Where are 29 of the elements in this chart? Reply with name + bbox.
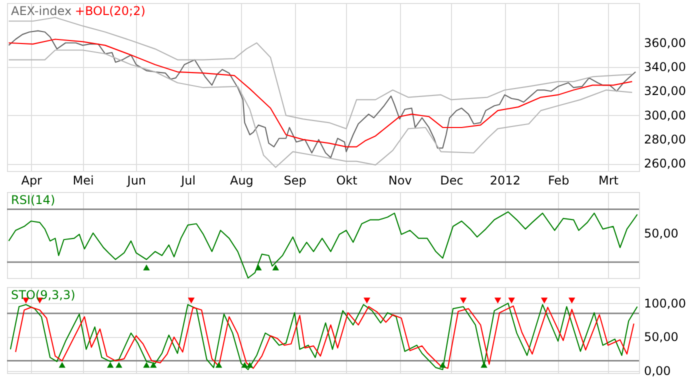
x-tick-label: Okt <box>336 174 358 188</box>
y-tick-label: 50,00 <box>644 330 678 344</box>
x-tick-label: Mei <box>72 174 94 188</box>
line-series <box>8 30 636 158</box>
x-tick-label: Jul <box>180 174 196 188</box>
series-label: STO(9,3,3) <box>11 288 76 302</box>
x-tick-label: Aug <box>230 174 254 188</box>
x-tick-label: Feb <box>548 174 570 188</box>
y-tick-label: 320,00 <box>644 84 686 98</box>
line-series <box>8 16 633 130</box>
y-tick-label: 360,00 <box>644 36 686 50</box>
x-tick-label: Jun <box>126 174 146 188</box>
line-series <box>8 50 633 168</box>
line-series <box>8 38 633 148</box>
series-label: RSI(14) <box>11 193 56 207</box>
x-tick-label: Sep <box>284 174 306 188</box>
x-tick-label: Mrt <box>598 174 619 188</box>
series-label: +BOL(20;2) <box>74 4 146 18</box>
x-tick-label: 2012 <box>490 174 520 188</box>
y-tick-label: 260,00 <box>644 156 686 171</box>
y-tick-label: 280,00 <box>644 132 686 147</box>
y-tick-label: 300,00 <box>644 108 686 122</box>
y-tick-label: 100,00 <box>644 296 686 310</box>
y-tick-label: 0,00 <box>644 364 671 378</box>
x-tick-label: Dec <box>440 174 464 188</box>
x-tick-label: Nov <box>388 174 412 188</box>
x-tick-label: Apr <box>21 174 42 188</box>
series-label: AEX-index <box>11 4 72 18</box>
y-tick-label: 340,00 <box>644 60 686 74</box>
